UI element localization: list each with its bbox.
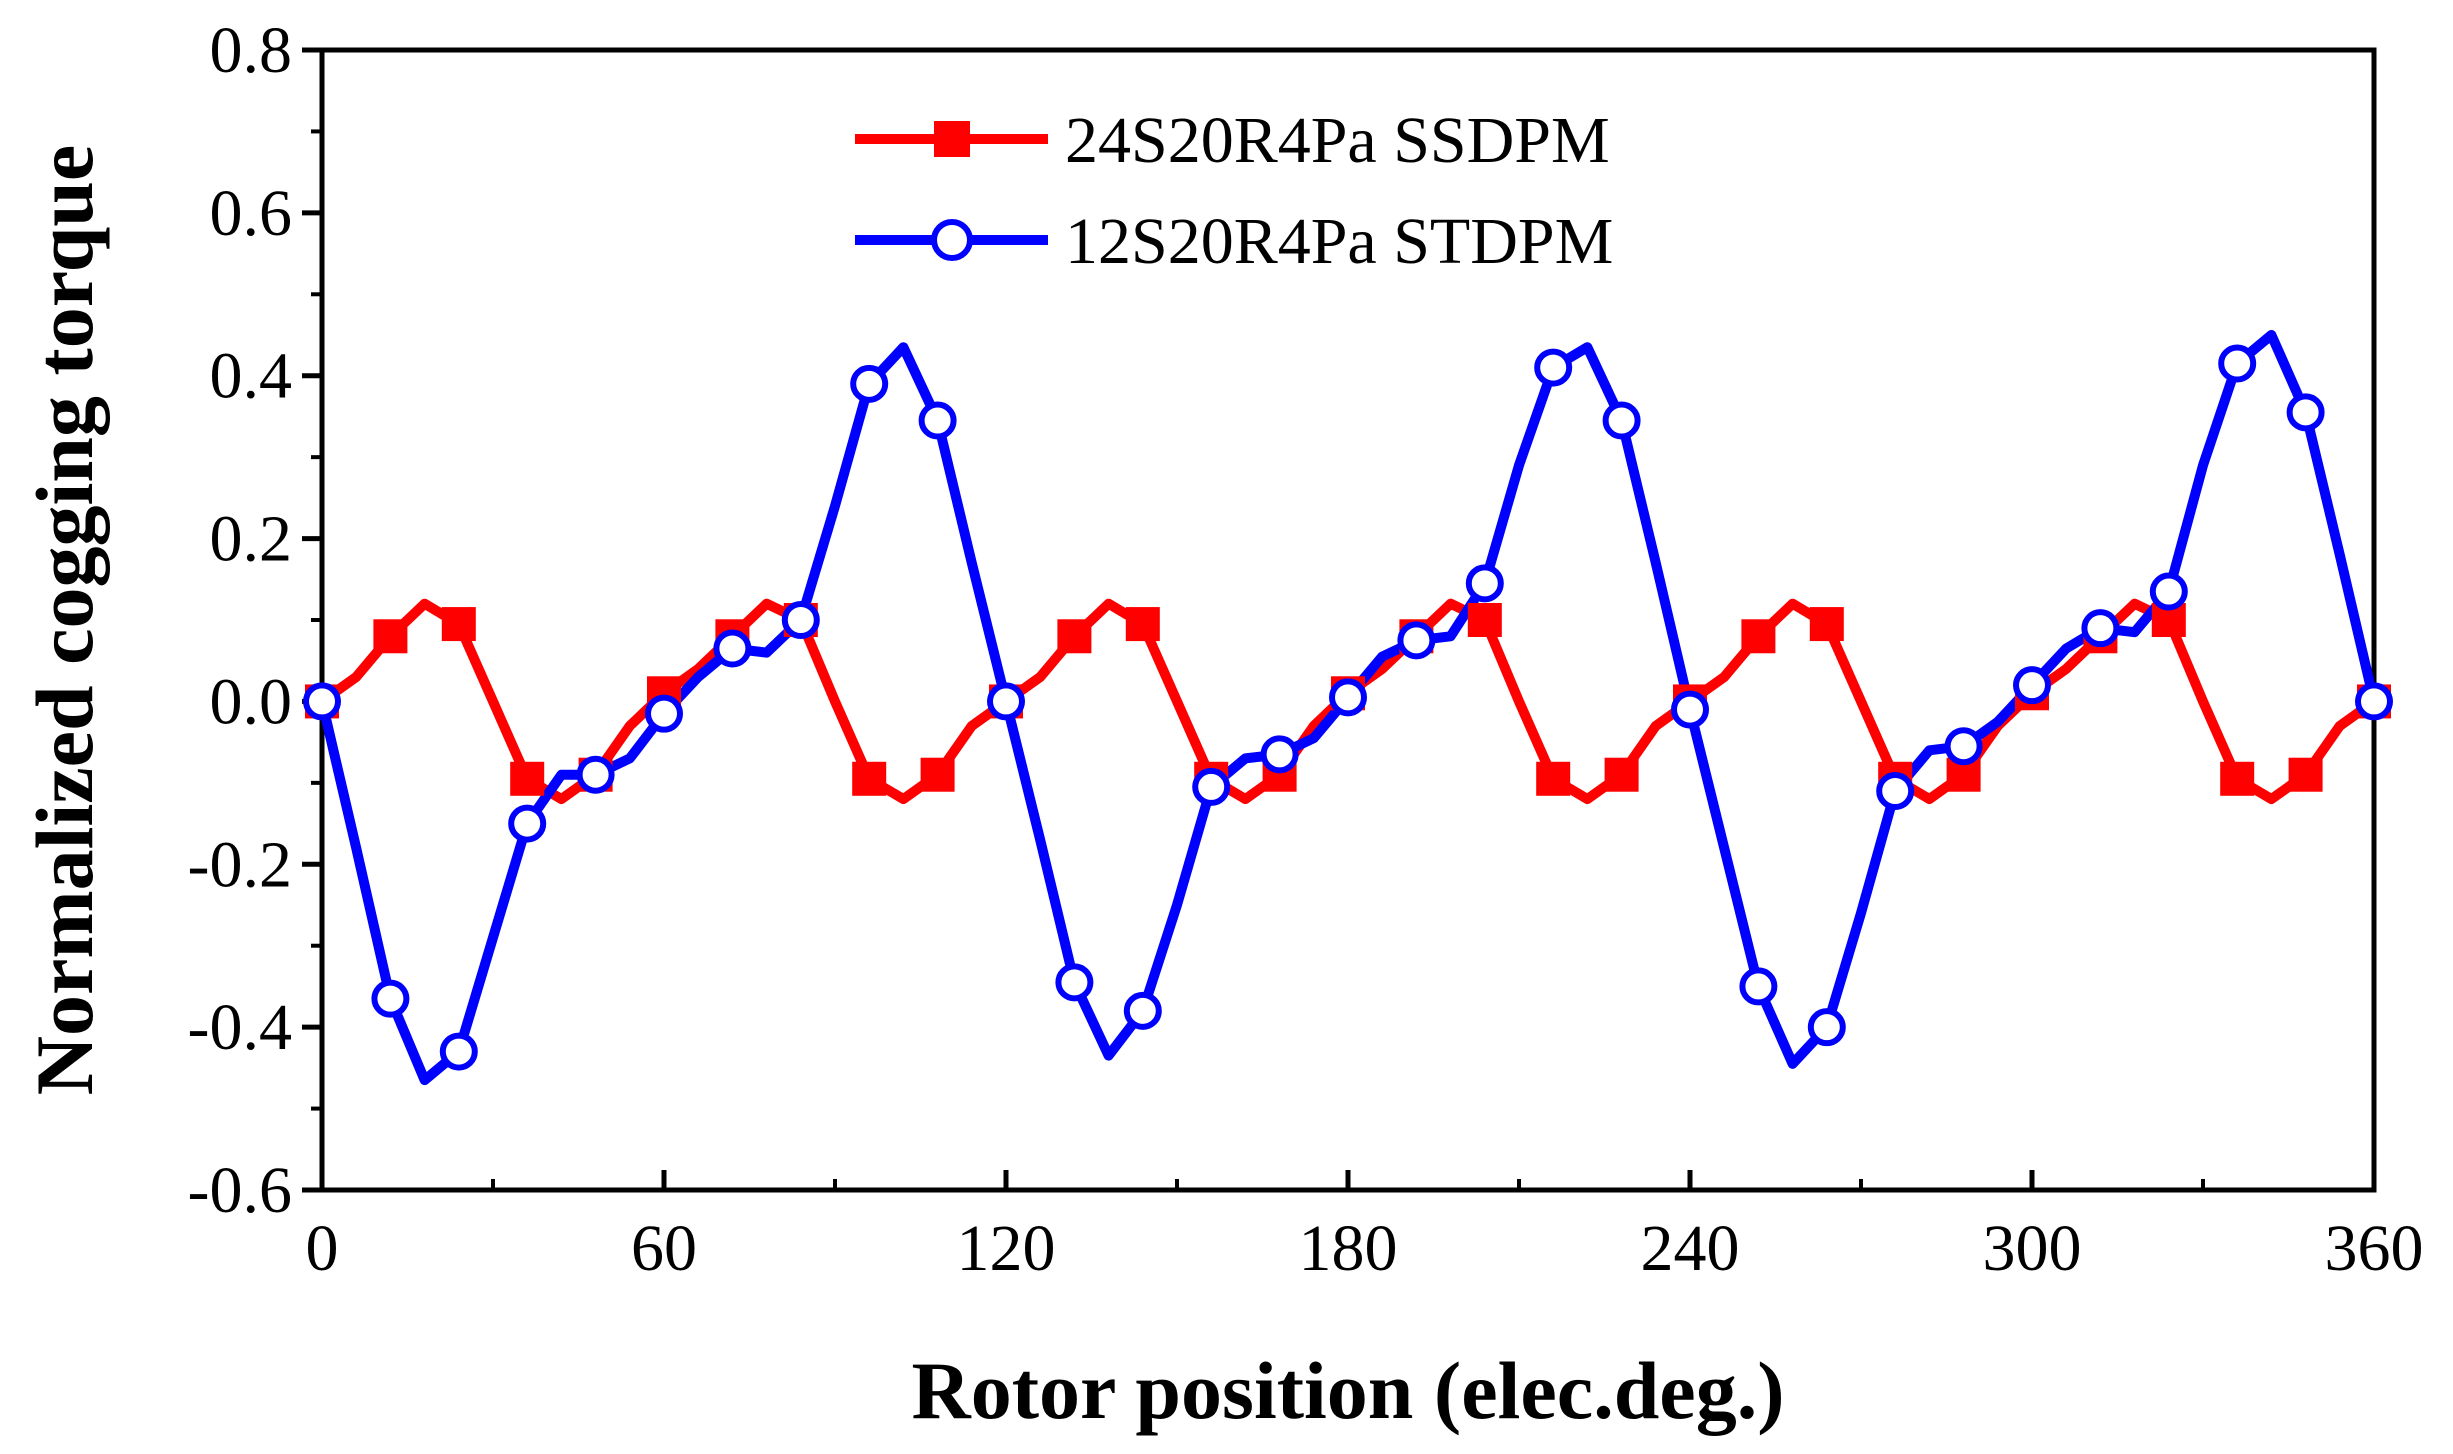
x-axis-ticks: 0 60 120 180 240 300 360 xyxy=(306,1170,2424,1285)
series-1-marker xyxy=(1467,603,1502,637)
series-2-marker xyxy=(1465,564,1504,603)
series-2-marker xyxy=(645,694,683,733)
series-2-marker xyxy=(987,682,1025,721)
x-tick-label: 360 xyxy=(2325,1212,2424,1285)
y-tick-label: 0.6 xyxy=(210,177,293,250)
series-2-marker xyxy=(1397,621,1436,660)
series-2-marker xyxy=(508,804,547,843)
x-axis-title: Rotor position (elec.deg.) xyxy=(911,1345,1784,1436)
y-tick-label: 0.0 xyxy=(210,665,293,738)
series-2-marker xyxy=(2013,666,2051,705)
series-2-marker xyxy=(713,629,752,668)
y-tick-label: 0.8 xyxy=(210,14,293,87)
x-tick-label: 180 xyxy=(1299,1212,1398,1285)
series-1-marker xyxy=(1057,619,1092,654)
y-tick-label: 0.2 xyxy=(210,503,293,576)
series-layer xyxy=(303,330,2393,1086)
y-axis-ticks: -0.6 -0.4 -0.2 0.0 0.2 0.4 0.6 0.8 xyxy=(188,14,322,1227)
series-2-marker xyxy=(439,1032,478,1071)
x-tick-label: 0 xyxy=(306,1212,339,1285)
x-tick-label: 60 xyxy=(631,1212,697,1285)
series-2-marker xyxy=(1739,967,1778,1006)
series-1-marker xyxy=(1604,757,1639,792)
series-2-marker xyxy=(1329,678,1367,717)
y-tick-label: -0.6 xyxy=(188,1154,292,1227)
y-tick-label: -0.4 xyxy=(188,991,292,1064)
series-2-marker xyxy=(2355,682,2393,721)
legend-marker-circle xyxy=(931,219,973,261)
legend-label: 12S20R4Pa STDPM xyxy=(1065,205,1613,278)
series-2-marker xyxy=(2286,393,2325,432)
series-1-marker xyxy=(852,761,887,796)
series-2-marker xyxy=(1534,348,1573,387)
legend: 24S20R4Pa SSDPM 12S20R4Pa STDPM xyxy=(855,104,1613,278)
series-1-marker xyxy=(373,619,408,654)
series-2-marker xyxy=(303,682,341,721)
x-tick-label: 300 xyxy=(1983,1212,2082,1285)
series-1-marker xyxy=(1741,619,1776,654)
series-1-marker xyxy=(920,757,955,792)
series-1-marker xyxy=(510,761,545,796)
series-2-marker xyxy=(918,401,957,440)
y-axis-title: Normalized cogging torque xyxy=(19,145,110,1096)
legend-marker-square xyxy=(934,121,970,157)
series-2-marker xyxy=(1807,1008,1846,1047)
y-tick-label: -0.2 xyxy=(188,828,292,901)
series-2-marker xyxy=(1602,401,1641,440)
series-1-marker xyxy=(1125,607,1160,642)
x-tick-label: 240 xyxy=(1641,1212,1740,1285)
series-2-marker xyxy=(2218,344,2257,383)
series-2-marker xyxy=(371,979,410,1018)
series-1-marker xyxy=(1809,607,1844,642)
series-1-marker xyxy=(1536,761,1571,796)
series-2-marker xyxy=(781,601,820,639)
series-2-marker xyxy=(1192,767,1231,806)
series-1-marker xyxy=(441,607,476,642)
x-tick-label: 120 xyxy=(957,1212,1056,1285)
series-1-marker xyxy=(2288,757,2323,792)
series-2-marker xyxy=(2081,609,2120,648)
legend-label: 24S20R4Pa SSDPM xyxy=(1065,104,1610,177)
series-2-marker xyxy=(1260,735,1299,774)
series-2-marker xyxy=(850,364,889,403)
series-2-marker xyxy=(1123,991,1162,1030)
y-tick-label: 0.4 xyxy=(210,340,293,413)
series-2-marker xyxy=(576,755,615,794)
series-2-marker xyxy=(1944,727,1983,766)
series-2-marker xyxy=(1671,690,1709,729)
series-2-marker xyxy=(2149,572,2188,611)
series-1-marker xyxy=(2220,761,2255,796)
series-2-marker xyxy=(1876,772,1915,810)
series-2-marker xyxy=(1055,963,1094,1002)
